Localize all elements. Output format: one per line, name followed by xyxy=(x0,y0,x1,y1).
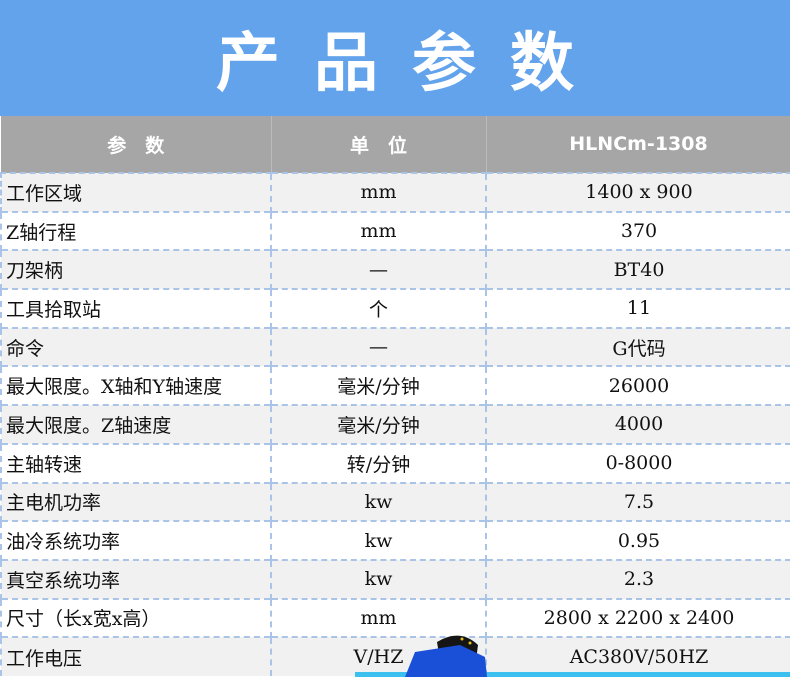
table-header: 参 数 单 位 HLNCm-1308 xyxy=(1,116,790,173)
table-row: 最大限度。Z轴速度 毫米/分钟 4000 xyxy=(0,404,790,444)
header-model: HLNCm-1308 xyxy=(486,116,790,173)
cell-value: 2.3 xyxy=(485,558,790,599)
cell-param: Z轴行程 xyxy=(0,210,271,251)
header-param: 参 数 xyxy=(1,116,272,173)
cell-value: 0-8000 xyxy=(485,442,790,483)
cell-value: 7.5 xyxy=(485,481,790,522)
spec-table: 参 数 单 位 HLNCm-1308 工作区域 mm 1400 x 900 Z轴行程 m… xyxy=(0,116,790,676)
cell-param: 工作电压 xyxy=(0,636,271,676)
cell-param: 主电机功率 xyxy=(0,481,271,522)
cell-param: 尺寸（长x宽x高） xyxy=(0,597,271,638)
cell-unit: V/HZ xyxy=(270,636,486,676)
header-unit: 单 位 xyxy=(271,116,487,173)
cell-param: 工具拾取站 xyxy=(0,288,271,328)
table-row: 尺寸（长x宽x高） mm 2800 x 2200 x 2400 xyxy=(0,597,790,638)
cell-value: 370 xyxy=(485,210,790,251)
table-row: 刀架柄 — BT40 xyxy=(0,249,790,290)
cell-unit: 毫米/分钟 xyxy=(270,404,486,444)
cell-unit: mm xyxy=(270,597,486,638)
cell-unit: mm xyxy=(270,210,486,251)
cell-value: 11 xyxy=(485,288,790,328)
cell-unit: 个 xyxy=(270,288,486,328)
cell-unit: 毫米/分钟 xyxy=(270,365,486,406)
cell-unit: — xyxy=(270,326,486,367)
cell-value: 0.95 xyxy=(485,520,790,560)
cell-unit: kw xyxy=(270,520,486,560)
cell-value: 4000 xyxy=(485,404,790,444)
table-row: Z轴行程 mm 370 xyxy=(0,210,790,251)
cell-param: 真空系统功率 xyxy=(0,558,271,599)
table-row: 工具拾取站个 11 xyxy=(0,288,790,328)
cell-param: 最大限度。Z轴速度 xyxy=(0,404,271,444)
cell-value: G代码 xyxy=(485,326,790,367)
cell-value: 2800 x 2200 x 2400 xyxy=(485,597,790,638)
table-row: 工作电压 V/HZ AC380V/50HZ xyxy=(0,636,790,676)
cell-value: BT40 xyxy=(485,249,790,290)
cell-param: 工作区域 xyxy=(0,172,271,212)
cell-unit: — xyxy=(270,249,486,290)
title-banner: 产品参数 xyxy=(0,0,790,116)
table-row: 油冷系统功率 kw 0.95 xyxy=(0,520,790,560)
table-row: 主轴转速 转/分钟 0-8000 xyxy=(0,442,790,483)
table-row: 主电机功率 kw 7.5 xyxy=(0,481,790,522)
cell-param: 主轴转速 xyxy=(0,442,271,483)
cell-param: 命令 xyxy=(0,326,271,367)
cell-param: 油冷系统功率 xyxy=(0,520,271,560)
cell-param: 最大限度。X轴和Y轴速度 xyxy=(0,365,271,406)
table-row: 真空系统功率 kw 2.3 xyxy=(0,558,790,599)
cell-unit: mm xyxy=(270,172,486,212)
table-row: 工作区域 mm 1400 x 900 xyxy=(0,172,790,212)
cell-value: 26000 xyxy=(485,365,790,406)
cell-unit: kw xyxy=(270,558,486,599)
table-row: 命令 — G代码 xyxy=(0,326,790,367)
cell-value: 1400 x 900 xyxy=(485,172,790,212)
cell-unit: kw xyxy=(270,481,486,522)
cell-param: 刀架柄 xyxy=(0,249,271,290)
page-title: 产品参数 xyxy=(216,27,608,101)
cell-unit: 转/分钟 xyxy=(270,442,486,483)
cell-value: AC380V/50HZ xyxy=(485,636,790,676)
table-row: 最大限度。X轴和Y轴速度 毫米/分钟 26000 xyxy=(0,365,790,406)
